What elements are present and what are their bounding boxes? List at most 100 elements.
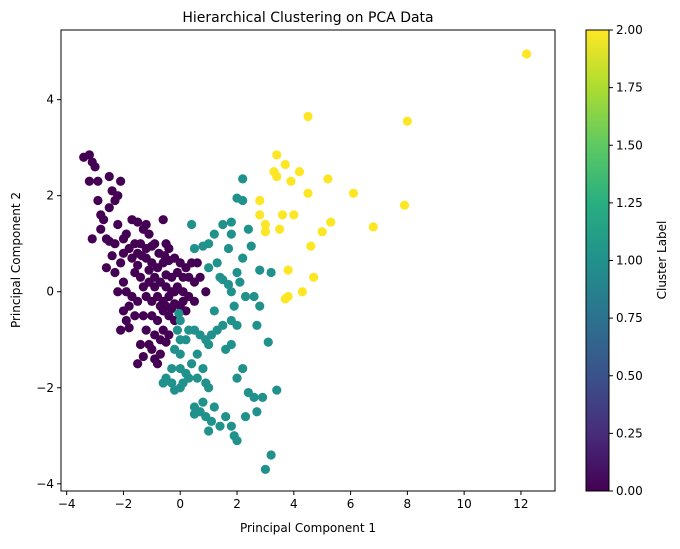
data-point-cluster-1 <box>226 421 236 431</box>
data-point-cluster-0 <box>144 229 154 239</box>
data-point-cluster-1 <box>218 219 228 230</box>
data-point-cluster-2 <box>280 159 290 170</box>
data-point-cluster-0 <box>133 359 143 369</box>
data-point-cluster-1 <box>260 464 271 474</box>
data-point-cluster-1 <box>198 363 208 374</box>
data-point-cluster-1 <box>232 267 242 278</box>
data-point-cluster-0 <box>93 195 103 206</box>
data-point-cluster-0 <box>161 301 171 311</box>
data-point-cluster-0 <box>113 287 123 297</box>
plot-frame <box>60 29 556 492</box>
data-point-cluster-1 <box>175 349 185 359</box>
data-point-cluster-2 <box>309 272 319 282</box>
y-axis: −4 −2 0 2 4 <box>36 93 61 491</box>
x-tick-label: 8 <box>404 497 412 511</box>
colorbar-tick-label: 0.00 <box>616 484 643 498</box>
data-point-cluster-1 <box>255 265 265 275</box>
data-point-cluster-1 <box>215 421 225 431</box>
data-point-cluster-1 <box>226 339 236 350</box>
data-point-cluster-1 <box>272 385 282 395</box>
data-point-cluster-1 <box>175 315 185 326</box>
data-point-cluster-0 <box>160 251 170 261</box>
data-point-cluster-1 <box>221 411 231 422</box>
data-point-cluster-0 <box>201 287 211 297</box>
data-point-cluster-0 <box>101 263 112 273</box>
data-point-cluster-0 <box>164 243 174 254</box>
data-point-cluster-2 <box>402 116 412 126</box>
data-point-cluster-2 <box>317 227 327 237</box>
data-point-cluster-1 <box>229 301 239 311</box>
data-point-cluster-1 <box>238 174 248 184</box>
data-point-cluster-1 <box>186 219 197 230</box>
data-point-cluster-0 <box>141 325 151 335</box>
data-point-cluster-1 <box>223 243 234 254</box>
data-point-cluster-0 <box>87 234 97 244</box>
data-point-cluster-0 <box>84 150 94 160</box>
data-point-cluster-1 <box>232 373 242 383</box>
data-point-cluster-0 <box>161 337 171 347</box>
data-point-cluster-2 <box>272 171 282 182</box>
data-point-cluster-2 <box>348 188 359 198</box>
data-point-cluster-0 <box>195 272 205 282</box>
data-point-cluster-0 <box>110 239 120 249</box>
y-tick-label: 4 <box>46 93 54 107</box>
x-axis: −4 −2 0 2 4 6 8 10 12 <box>58 491 529 511</box>
colorbar-tick-label: 0.50 <box>616 369 643 383</box>
x-tick-label: −4 <box>58 497 76 511</box>
data-point-cluster-2 <box>303 111 313 122</box>
data-point-cluster-0 <box>192 258 202 268</box>
colorbar-tick-label: 2.00 <box>616 23 643 37</box>
data-point-cluster-0 <box>152 315 163 326</box>
data-point-cluster-1 <box>186 359 197 369</box>
data-point-cluster-0 <box>127 253 137 263</box>
data-point-cluster-2 <box>294 167 305 177</box>
data-point-cluster-0 <box>178 296 188 306</box>
data-point-cluster-0 <box>144 265 154 275</box>
data-point-cluster-0 <box>152 359 163 369</box>
data-point-cluster-0 <box>90 162 100 172</box>
y-tick-label: −2 <box>36 381 54 395</box>
y-tick-label: 2 <box>46 189 54 203</box>
x-tick-label: −2 <box>115 497 133 511</box>
x-axis-label: Principal Component 1 <box>240 521 376 535</box>
data-point-cluster-1 <box>204 383 214 393</box>
data-point-cluster-0 <box>130 267 140 278</box>
colorbar-tick-label: 0.75 <box>616 311 643 325</box>
colorbar-ticks: 0.00 0.25 0.50 0.75 1.00 1.25 1.50 1.75 2.00 <box>609 23 643 498</box>
colorbar <box>585 29 610 492</box>
data-point-cluster-0 <box>104 171 114 182</box>
y-axis-label: Principal Component 2 <box>9 192 23 328</box>
x-tick-label: 2 <box>233 497 241 511</box>
data-point-cluster-0 <box>137 251 147 261</box>
data-point-cluster-0 <box>164 330 174 340</box>
data-point-cluster-2 <box>277 210 288 220</box>
data-point-cluster-1 <box>266 450 276 460</box>
data-point-cluster-1 <box>167 363 177 374</box>
data-point-cluster-0 <box>116 325 126 335</box>
colorbar-tick-label: 1.00 <box>616 254 643 268</box>
data-point-cluster-1 <box>238 363 248 374</box>
data-point-cluster-2 <box>260 219 271 230</box>
data-point-cluster-0 <box>124 323 134 333</box>
data-point-cluster-1 <box>252 320 262 330</box>
data-point-cluster-2 <box>272 150 282 160</box>
data-point-cluster-0 <box>98 215 109 225</box>
data-point-cluster-1 <box>192 373 202 383</box>
colorbar-tick-label: 1.75 <box>616 81 643 95</box>
chart-title: Hierarchical Clustering on PCA Data <box>182 10 433 26</box>
data-points <box>79 49 532 474</box>
y-tick-label: 0 <box>46 285 54 299</box>
data-point-cluster-2 <box>286 176 296 186</box>
data-point-cluster-1 <box>204 263 214 273</box>
data-point-cluster-0 <box>121 229 131 239</box>
data-point-cluster-2 <box>260 227 271 237</box>
data-point-cluster-0 <box>155 349 165 359</box>
colorbar-tick-label: 0.25 <box>616 426 643 440</box>
data-point-cluster-1 <box>266 267 276 278</box>
data-point-cluster-0 <box>118 306 129 316</box>
data-point-cluster-1 <box>223 279 234 290</box>
data-point-cluster-0 <box>93 176 103 186</box>
data-point-cluster-1 <box>212 258 222 268</box>
data-point-cluster-1 <box>232 435 242 446</box>
